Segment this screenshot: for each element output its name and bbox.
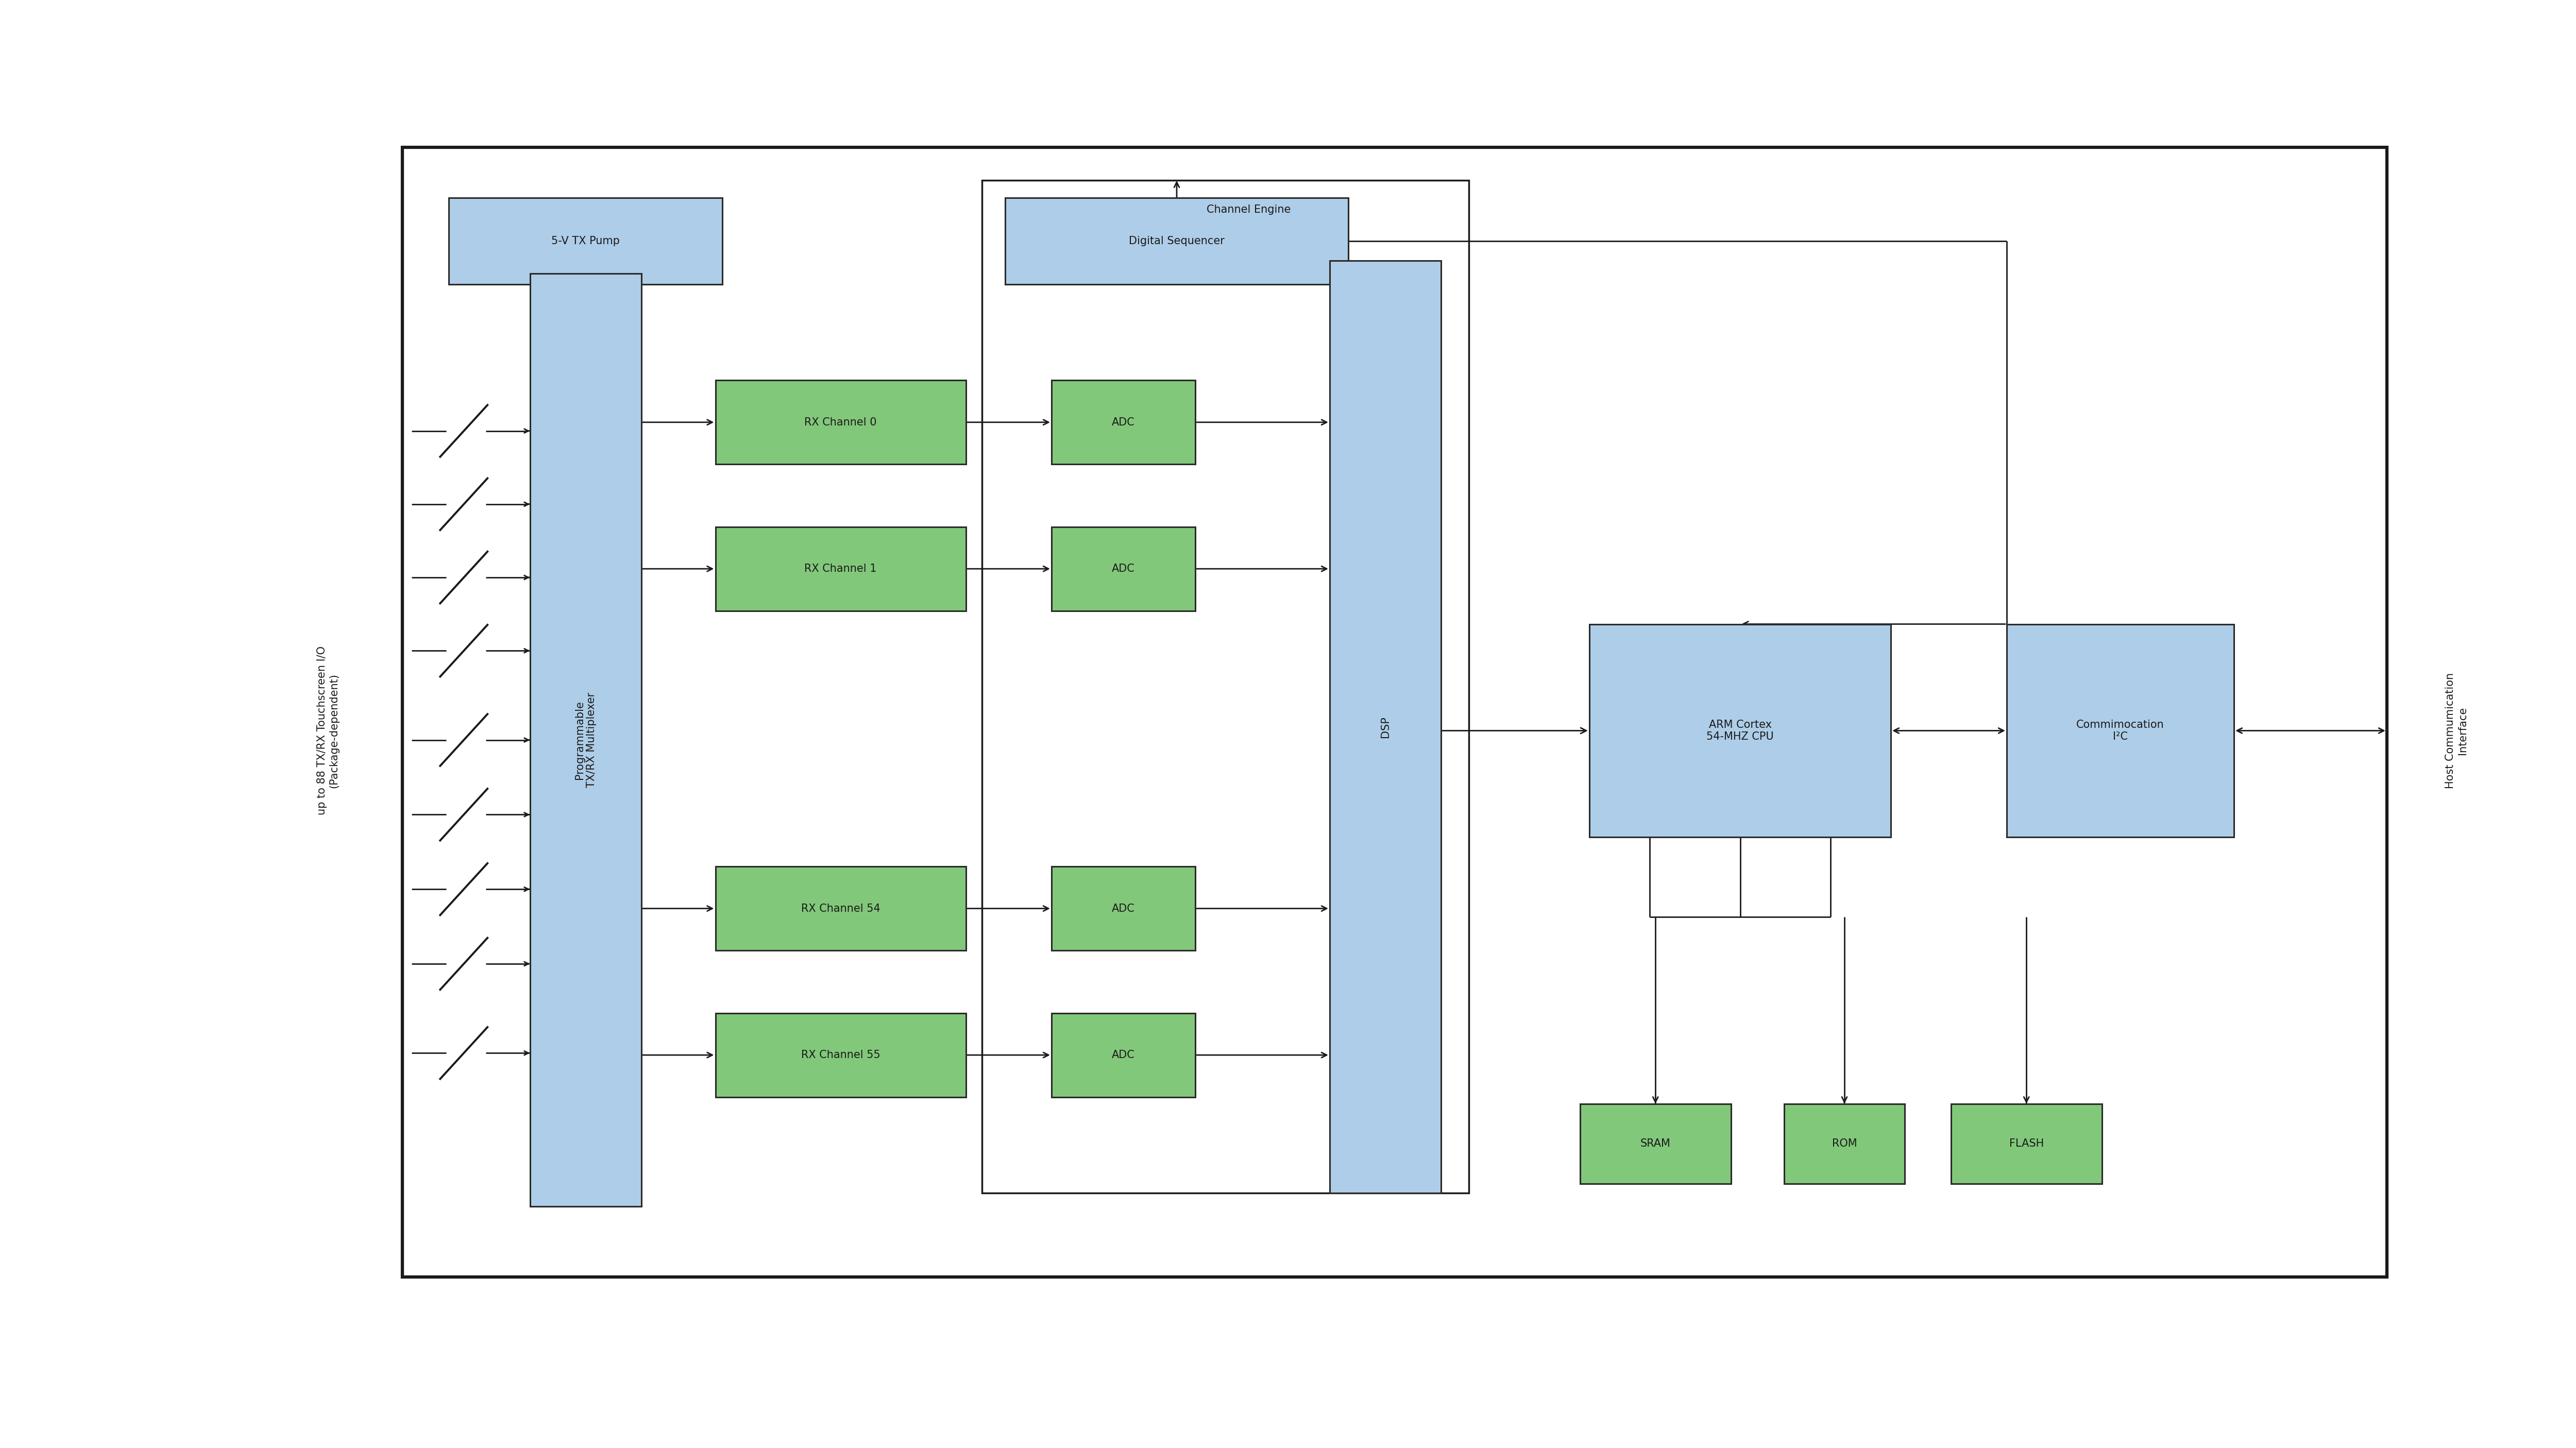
Bar: [716, 866, 966, 950]
Bar: [981, 181, 1468, 1193]
Text: Channel Engine: Channel Engine: [1206, 204, 1291, 214]
Bar: [2007, 624, 2233, 837]
Bar: [1950, 1103, 2102, 1183]
Text: RX Channel 54: RX Channel 54: [801, 904, 881, 914]
Text: RX Channel 0: RX Channel 0: [804, 417, 876, 427]
Text: ADC: ADC: [1113, 417, 1136, 427]
Text: Host Commumication
Interface: Host Commumication Interface: [2445, 673, 2468, 789]
Bar: [1051, 381, 1195, 465]
Text: Commimocation
I²C: Commimocation I²C: [2076, 720, 2164, 741]
Bar: [448, 198, 721, 284]
Text: up to 88 TX/RX Touchscreen I/O
(Package-dependent): up to 88 TX/RX Touchscreen I/O (Package-…: [317, 646, 340, 815]
Bar: [716, 381, 966, 465]
Text: SRAM: SRAM: [1641, 1138, 1672, 1148]
Bar: [1005, 198, 1347, 284]
Bar: [716, 527, 966, 611]
Text: ADC: ADC: [1113, 563, 1136, 573]
Bar: [1051, 866, 1195, 950]
Bar: [1589, 624, 1891, 837]
Text: FLASH: FLASH: [2009, 1138, 2043, 1148]
Text: ADC: ADC: [1113, 1050, 1136, 1060]
Text: DSP: DSP: [1381, 715, 1391, 737]
Bar: [1051, 1014, 1195, 1098]
Text: ROM: ROM: [1832, 1138, 1857, 1148]
Bar: [1579, 1103, 1731, 1183]
Text: Digital Sequencer: Digital Sequencer: [1128, 236, 1224, 246]
Bar: [716, 1014, 966, 1098]
Text: RX Channel 1: RX Channel 1: [804, 563, 876, 573]
Bar: [1329, 261, 1440, 1193]
Bar: [402, 148, 2388, 1277]
Bar: [1051, 527, 1195, 611]
Text: ADC: ADC: [1113, 904, 1136, 914]
Text: 5-V TX Pump: 5-V TX Pump: [551, 236, 621, 246]
Bar: [1785, 1103, 1904, 1183]
Bar: [531, 274, 641, 1206]
Text: Programmable
TX/RX Multiplexer: Programmable TX/RX Multiplexer: [574, 692, 598, 788]
Text: RX Channel 55: RX Channel 55: [801, 1050, 881, 1060]
Text: ARM Cortex
54-MHZ CPU: ARM Cortex 54-MHZ CPU: [1705, 720, 1775, 741]
